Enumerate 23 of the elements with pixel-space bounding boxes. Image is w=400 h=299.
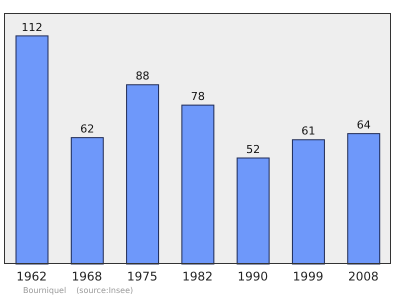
bar [126, 84, 160, 264]
data-label: 64 [356, 118, 371, 132]
x-tick-label: 1982 [182, 270, 213, 284]
data-label: 88 [136, 70, 150, 83]
x-tick-label: 1968 [72, 270, 102, 284]
data-label: 52 [246, 143, 260, 156]
x-tick-label: 1999 [292, 270, 324, 284]
x-tick-label: 1990 [238, 270, 268, 284]
bar [292, 139, 325, 264]
data-label: 62 [80, 122, 94, 136]
x-tick-label: 2008 [348, 270, 379, 284]
data-label: 78 [190, 90, 205, 104]
text: (source:Insee) [76, 286, 134, 295]
x-tick-label: 1975 [126, 270, 158, 284]
bar [181, 104, 214, 264]
bar [16, 35, 48, 264]
bar [347, 133, 380, 264]
text: Bourniquel [23, 286, 66, 295]
data-label: 112 [22, 20, 42, 34]
data-label: 61 [301, 124, 316, 138]
bar [70, 137, 104, 264]
x-tick-label: 1962 [16, 270, 47, 284]
bar [236, 158, 270, 264]
